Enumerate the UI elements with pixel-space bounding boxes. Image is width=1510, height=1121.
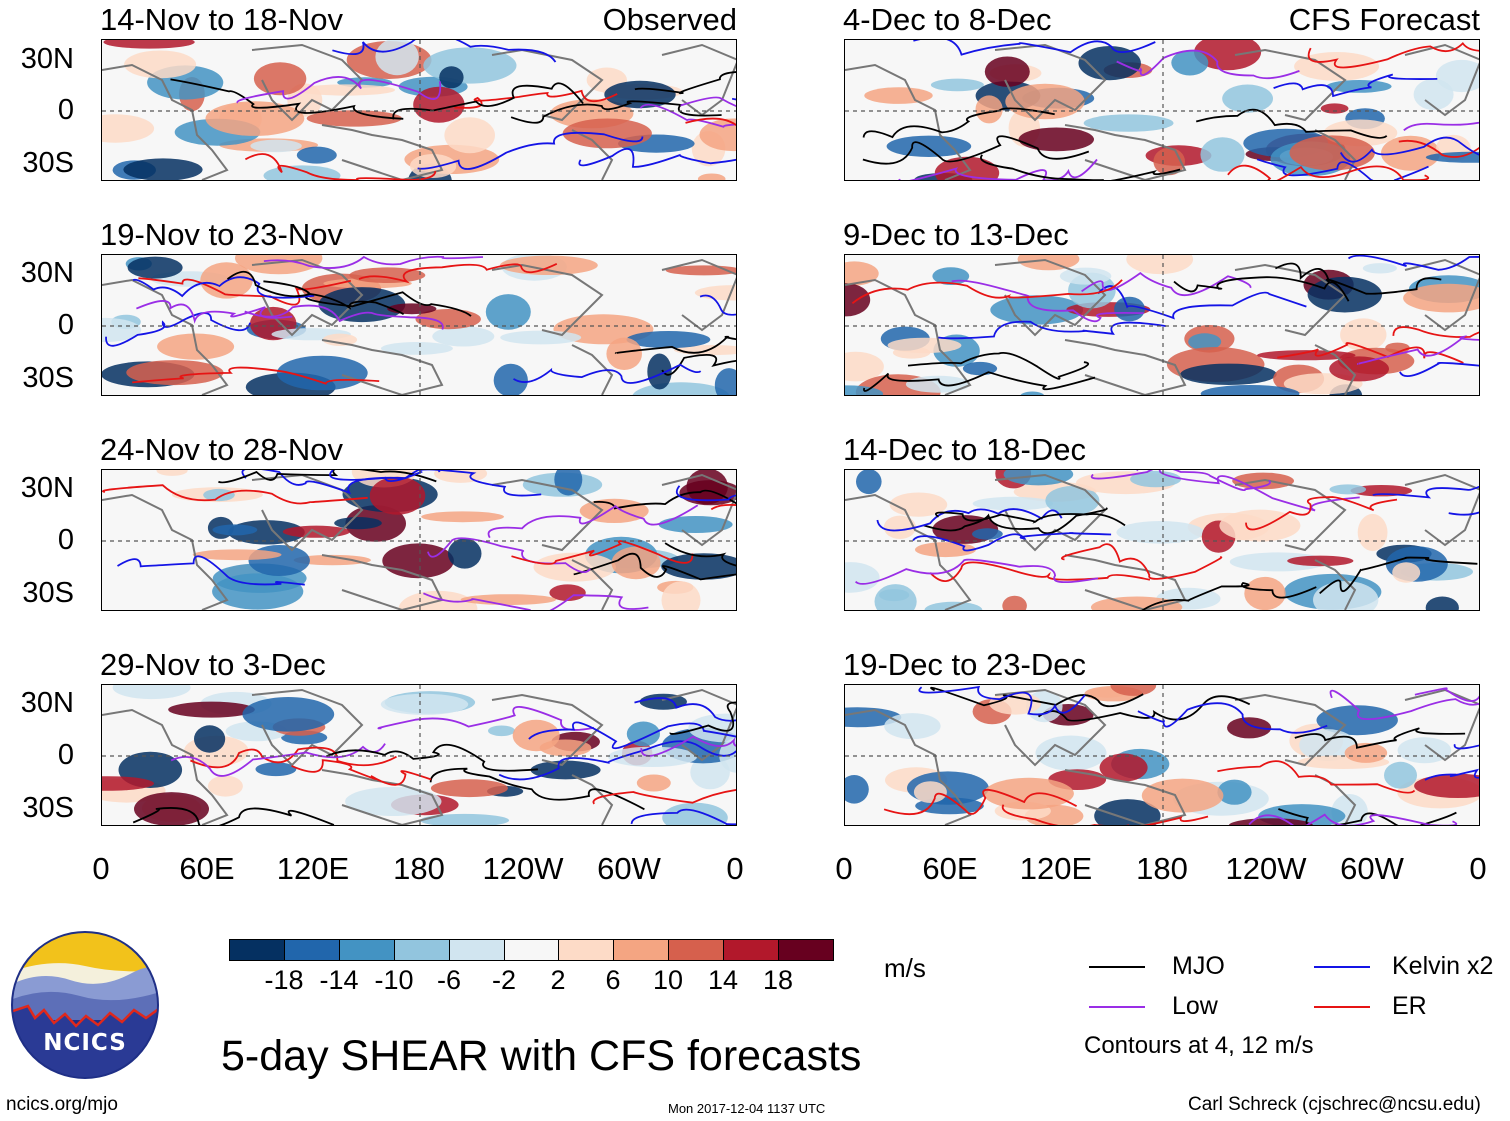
legend-label-kelvin: Kelvin x2 [1392, 952, 1494, 980]
lat-label-30s: 30S [22, 362, 74, 394]
lon-label: 0 [835, 851, 853, 886]
logo-text: NCICS [43, 1030, 127, 1056]
map-panel-fcst-2 [844, 254, 1480, 396]
footer-credit: Carl Schreck (cjschrec@ncsu.edu) [1188, 1094, 1481, 1115]
lat-label-30s: 30S [22, 792, 74, 824]
legend-label-er: ER [1392, 992, 1427, 1020]
lon-label: 0 [1469, 851, 1487, 886]
lon-label: 120W [482, 851, 564, 886]
colorbar-tick: -10 [374, 965, 414, 995]
lon-label: 60W [1340, 851, 1404, 886]
map-panel-fcst-1 [844, 39, 1480, 181]
legend-note: Contours at 4, 12 m/s [1084, 1032, 1314, 1059]
map-panel-obs-4 [101, 684, 737, 826]
map-panel-obs-3 [101, 469, 737, 611]
panel-title-obs-2: 19-Nov to 23-Nov [100, 217, 343, 252]
colorbar-cell [283, 939, 340, 961]
colorbar-cell [229, 939, 285, 961]
colorbar [229, 939, 834, 961]
colorbar-tick: -14 [319, 965, 359, 995]
legend-line-mjo [1089, 966, 1145, 968]
colorbar-tick: 2 [550, 965, 566, 995]
colorbar-cell [668, 939, 725, 961]
colorbar-tick: -18 [264, 965, 304, 995]
colorbar-unit: m/s [884, 953, 926, 983]
lat-label-30s: 30S [22, 577, 74, 609]
lon-label: 120E [276, 851, 350, 886]
panel-title-fcst-3: 14-Dec to 18-Dec [843, 432, 1086, 467]
map-panel-obs-2 [101, 254, 737, 396]
colorbar-tick: 18 [762, 965, 794, 995]
lat-label-30n: 30N [20, 687, 74, 719]
lon-label: 0 [92, 851, 110, 886]
colorbar-tick: 6 [605, 965, 621, 995]
lon-label: 180 [393, 851, 445, 886]
map-panel-obs-1 [101, 39, 737, 181]
lon-label: 60W [597, 851, 661, 886]
panel-title-obs-3: 24-Nov to 28-Nov [100, 432, 343, 467]
panel-title-fcst-1: 4-Dec to 8-Dec [843, 2, 1052, 37]
lat-label-30n: 30N [20, 472, 74, 504]
legend-line-er [1314, 1006, 1370, 1008]
colorbar-cell [558, 939, 615, 961]
lon-label: 120E [1019, 851, 1093, 886]
lat-label-30n: 30N [20, 43, 74, 75]
panel-title-obs-4: 29-Nov to 3-Dec [100, 647, 326, 682]
lon-label: 60E [179, 851, 235, 886]
colorbar-cell [503, 939, 560, 961]
colorbar-cell [778, 939, 834, 961]
legend-label-low: Low [1172, 992, 1218, 1020]
forecast-label: CFS Forecast [1288, 2, 1480, 37]
ncics-logo: NCICS [10, 930, 160, 1080]
colorbar-cell [723, 939, 780, 961]
lon-label: 180 [1136, 851, 1188, 886]
colorbar-tick: 10 [652, 965, 684, 995]
footer-timestamp: Mon 2017-12-04 1137 UTC [668, 1101, 826, 1116]
colorbar-tick: 14 [707, 965, 739, 995]
observed-label: Observed [602, 2, 737, 37]
colorbar-tick: -2 [491, 965, 516, 995]
colorbar-cell [448, 939, 505, 961]
lon-label: 0 [726, 851, 744, 886]
colorbar-cell [338, 939, 395, 961]
panel-title-obs-1: 14-Nov to 18-Nov [100, 2, 343, 37]
colorbar-cell [613, 939, 670, 961]
lat-label-eq: 0 [57, 739, 74, 771]
lat-label-eq: 0 [57, 309, 74, 341]
panel-title-fcst-4: 19-Dec to 23-Dec [843, 647, 1086, 682]
lat-label-30s: 30S [22, 147, 74, 179]
map-panel-fcst-3 [844, 469, 1480, 611]
colorbar-cell [393, 939, 450, 961]
lon-label: 120W [1225, 851, 1307, 886]
map-panel-fcst-4 [844, 684, 1480, 826]
lat-label-eq: 0 [57, 524, 74, 556]
lon-label: 60E [922, 851, 978, 886]
panel-title-fcst-2: 9-Dec to 13-Dec [843, 217, 1069, 252]
legend-line-kelvin [1314, 966, 1370, 968]
legend-label-mjo: MJO [1172, 952, 1225, 980]
lat-label-30n: 30N [20, 257, 74, 289]
legend-line-low [1089, 1006, 1145, 1008]
footer-url[interactable]: ncics.org/mjo [6, 1094, 118, 1115]
colorbar-tick: -6 [436, 965, 461, 995]
figure-title: 5-day SHEAR with CFS forecasts [221, 1032, 862, 1080]
lat-label-eq: 0 [57, 94, 74, 126]
